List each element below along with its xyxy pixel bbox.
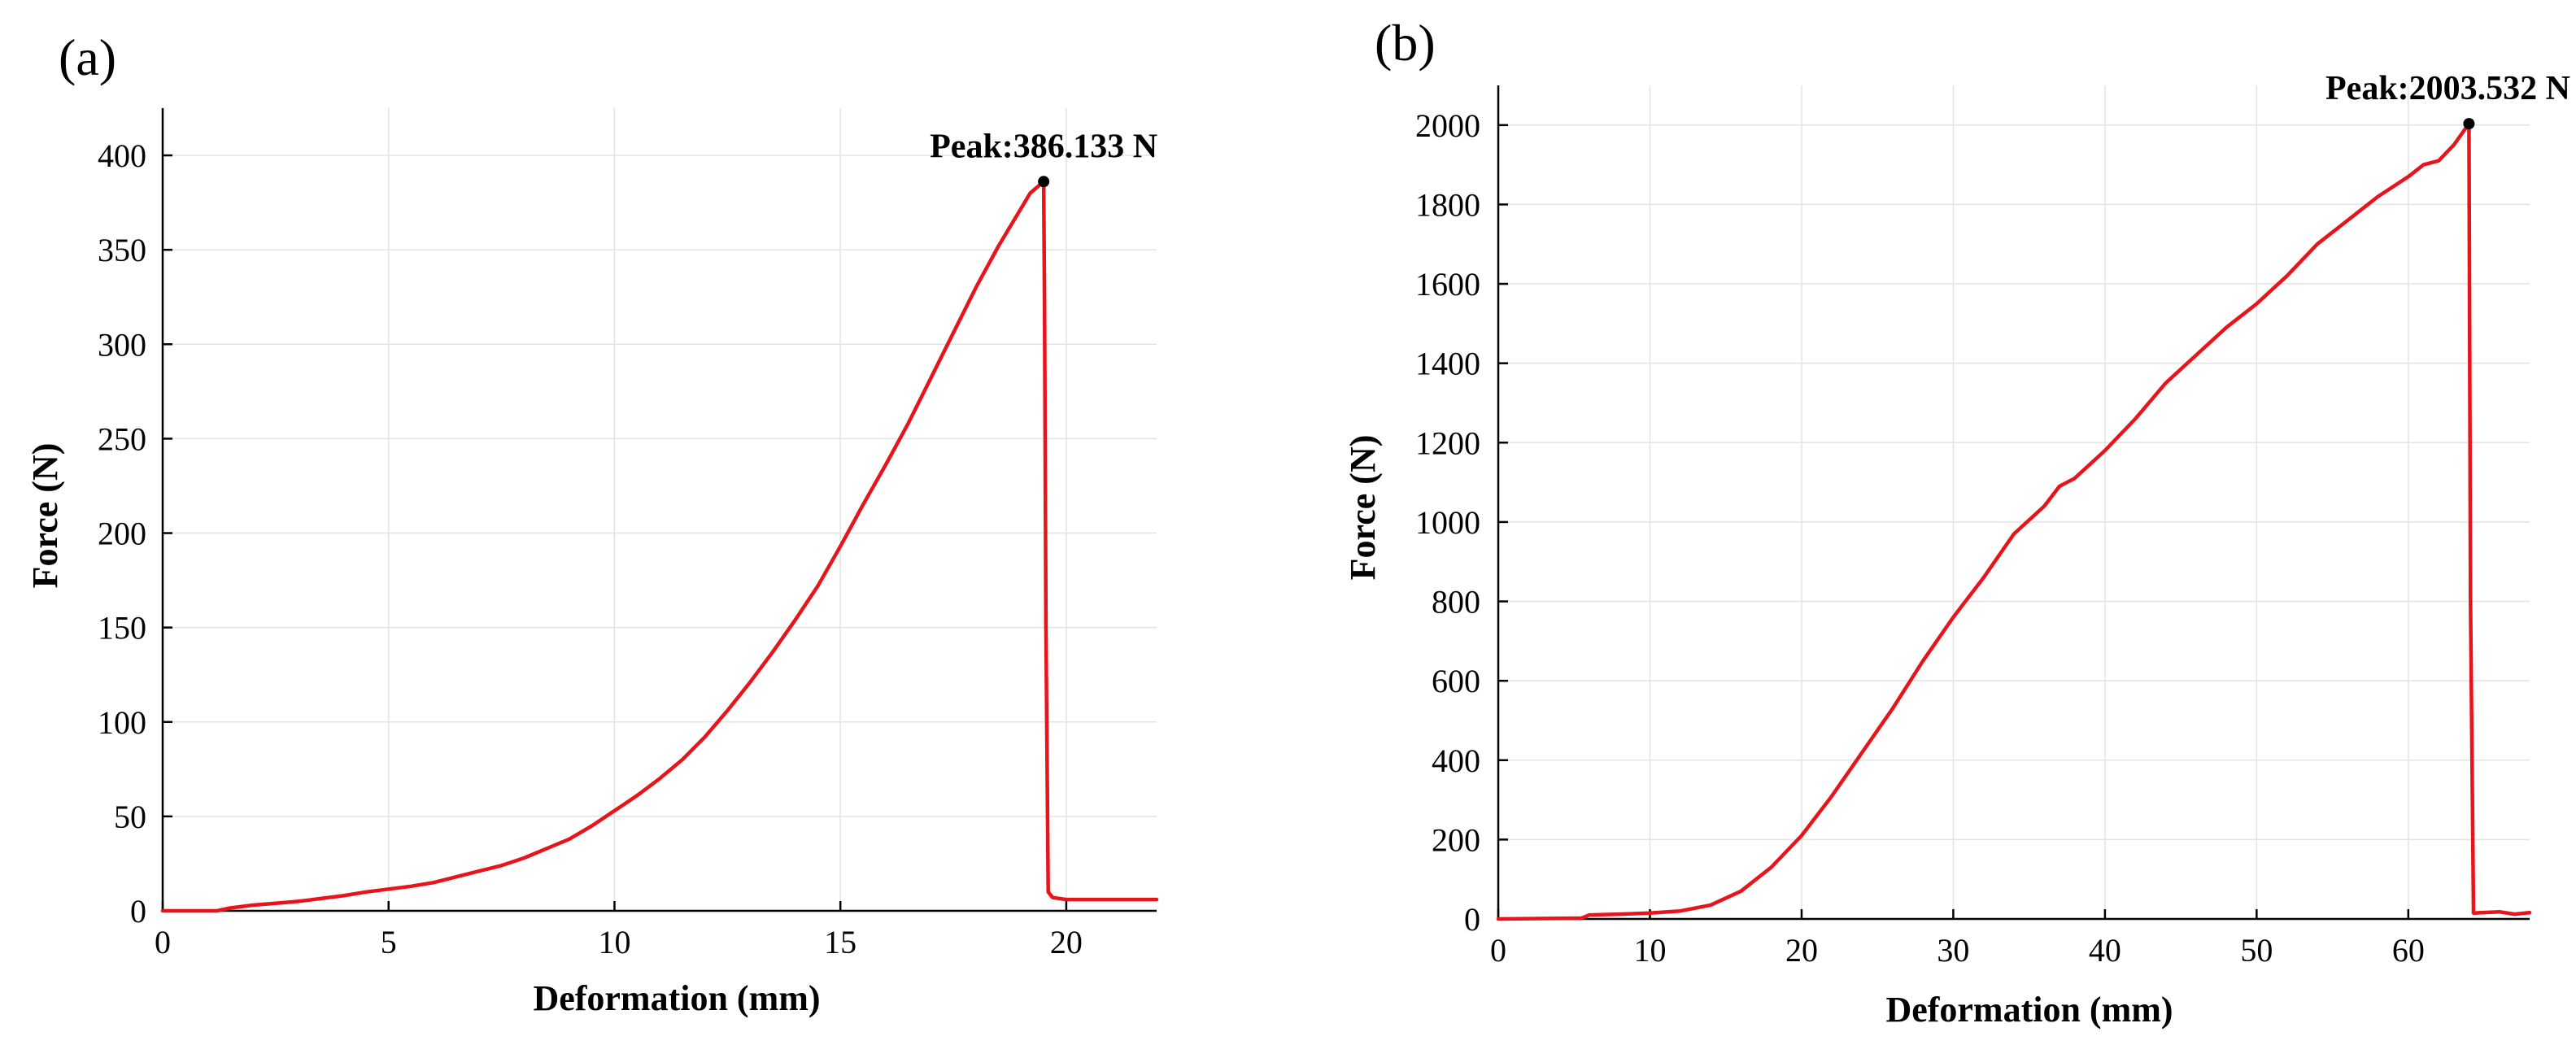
y-tick-label-10: 2000 [1415, 107, 1480, 144]
y-tick-label-2: 100 [98, 704, 146, 741]
y-tick-label-0: 0 [130, 893, 146, 930]
y-tick-label-5: 250 [98, 420, 146, 457]
x-tick-label-1: 5 [381, 924, 397, 960]
annotations-a: Peak:386.133 N [930, 128, 1157, 188]
y-tick-label-7: 350 [98, 232, 146, 268]
y-tick-label-9: 1800 [1415, 186, 1480, 223]
y-tick-label-4: 800 [1432, 584, 1480, 620]
peak-marker-b [2463, 118, 2475, 130]
y-tick-label-8: 400 [98, 137, 146, 174]
x-tick-label-1: 10 [1633, 932, 1666, 969]
ticks-b: 0 10 20 30 40 50 60020040060080010001200140016… [1415, 107, 2425, 969]
panel-label-b: (b) [1375, 14, 1436, 72]
y-tick-label-2: 400 [1432, 742, 1480, 779]
series-line-0 [160, 180, 1159, 913]
x-tick-label-0: 0 [1490, 932, 1506, 969]
x-tick-label-4: 20 [1050, 924, 1083, 960]
x-tick-label-2: 20 [1785, 932, 1818, 969]
y-tick-label-5: 1000 [1415, 504, 1480, 541]
y-tick-label-1: 200 [1432, 821, 1480, 858]
x-axis-title-b: Deformation (mm) [1885, 990, 2173, 1030]
axes-b [1497, 85, 2530, 921]
annotations-b: Peak:2003.532 N [2325, 70, 2570, 130]
y-axis-title-a: Force (N) [25, 443, 65, 589]
x-tick-label-6: 60 [2392, 932, 2425, 969]
peak-label-b: Peak:2003.532 N [2325, 70, 2570, 107]
y-tick-label-3: 600 [1432, 663, 1480, 699]
y-tick-label-0: 0 [1464, 901, 1480, 938]
x-tick-label-3: 15 [824, 924, 856, 960]
y-tick-label-6: 1200 [1415, 425, 1480, 461]
grid-b [1498, 85, 2530, 919]
x-tick-label-3: 30 [1937, 932, 1969, 969]
peak-label-a: Peak:386.133 N [930, 128, 1157, 165]
y-axis-title-b: Force (N) [1343, 435, 1383, 581]
y-tick-label-3: 150 [98, 610, 146, 647]
x-tick-label-5: 50 [2240, 932, 2273, 969]
series-b [1496, 121, 2532, 921]
x-tick-label-4: 40 [2089, 932, 2121, 969]
series-a [160, 180, 1159, 913]
y-tick-label-7: 1400 [1415, 346, 1480, 382]
y-tick-label-4: 200 [98, 516, 146, 552]
grid-a [163, 108, 1157, 911]
y-tick-label-8: 1600 [1415, 266, 1480, 303]
axes-a [161, 108, 1157, 912]
y-tick-label-6: 300 [98, 326, 146, 363]
y-tick-label-1: 50 [114, 799, 146, 835]
panel-label-a: (a) [59, 28, 116, 86]
chart-panel-b: (b) 0 10 20 30 40 50 6002004006008001000120014… [1343, 14, 2570, 1030]
series-line-0 [1496, 121, 2532, 921]
x-tick-label-2: 10 [598, 924, 630, 960]
peak-marker-a [1038, 176, 1050, 188]
x-tick-label-0: 0 [155, 924, 171, 960]
x-axis-title-a: Deformation (mm) [533, 978, 820, 1018]
